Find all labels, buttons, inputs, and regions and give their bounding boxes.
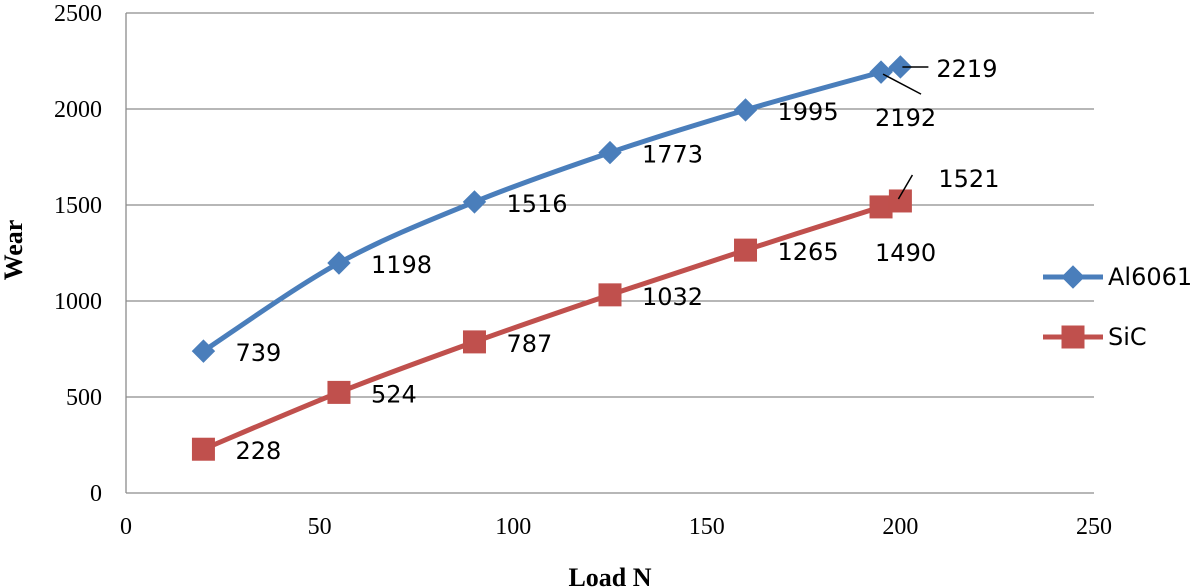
- data-label-sic-4: 1265: [778, 238, 839, 266]
- point-sic-2: [462, 330, 486, 354]
- point-al6061-6: [888, 55, 913, 79]
- x-tick-200: 200: [882, 514, 918, 540]
- data-label-al6061-0: 739: [235, 339, 281, 367]
- data-label-al6061-4: 1995: [778, 98, 839, 126]
- legend-label-al6061: Al6061: [1108, 263, 1192, 291]
- data-label-sic-1: 524: [371, 380, 417, 408]
- x-axis-title: Load N: [568, 563, 651, 588]
- data-label-sic-6: 1521: [938, 165, 999, 193]
- y-axis-title: Wear: [0, 220, 28, 281]
- x-tick-0: 0: [120, 514, 132, 540]
- legend: Al6061 SiC: [1043, 263, 1192, 351]
- point-sic-5: [869, 195, 893, 219]
- point-al6061-5: [869, 60, 893, 84]
- x-tick-labels: 0 50 100 150 200 250: [120, 514, 1112, 540]
- data-label-sic-0: 228: [235, 437, 281, 465]
- point-al6061-1: [327, 251, 351, 275]
- y-tick-2000: 2000: [54, 97, 102, 123]
- legend-item-sic: SiC: [1043, 323, 1147, 351]
- legend-label-sic: SiC: [1108, 323, 1147, 351]
- data-label-al6061-3: 1773: [642, 141, 703, 169]
- point-sic-3: [598, 283, 622, 307]
- data-label-al6061-1: 1198: [371, 251, 432, 279]
- point-al6061-4: [733, 98, 758, 122]
- x-tick-250: 250: [1076, 514, 1112, 540]
- point-al6061-3: [598, 140, 622, 165]
- point-sic-0: [191, 437, 215, 461]
- point-al6061-0: [191, 339, 216, 363]
- y-tick-0: 0: [90, 481, 102, 507]
- legend-marker-sic: [1061, 325, 1085, 349]
- x-tick-50: 50: [308, 514, 332, 540]
- point-sic-1: [327, 380, 351, 404]
- y-tick-labels: 0 500 1000 1500 2000 2500: [54, 1, 102, 507]
- y-tick-2500: 2500: [54, 1, 102, 27]
- data-label-al6061-6: 2219: [936, 55, 997, 83]
- point-sic-4: [734, 238, 758, 262]
- y-tick-1500: 1500: [54, 193, 102, 219]
- y-tick-1000: 1000: [54, 289, 102, 315]
- data-label-sic-2: 787: [506, 330, 552, 358]
- x-tick-150: 150: [689, 514, 725, 540]
- data-label-al6061-5: 2192: [875, 104, 936, 132]
- leader-al6061-5: [882, 73, 922, 95]
- gridlines: [126, 12, 1094, 398]
- leader-sic-6: [897, 174, 914, 200]
- point-sic-6: [888, 189, 912, 213]
- x-tick-100: 100: [495, 514, 531, 540]
- data-label-al6061-2: 1516: [506, 190, 567, 218]
- data-label-sic-3: 1032: [642, 283, 703, 311]
- axes: [125, 13, 1094, 494]
- legend-item-al6061: Al6061: [1043, 263, 1192, 291]
- point-al6061-2: [462, 190, 487, 214]
- series-group: [191, 55, 913, 461]
- data-label-sic-5: 1490: [875, 239, 936, 267]
- legend-marker-al6061: [1061, 265, 1085, 289]
- y-tick-500: 500: [66, 385, 102, 411]
